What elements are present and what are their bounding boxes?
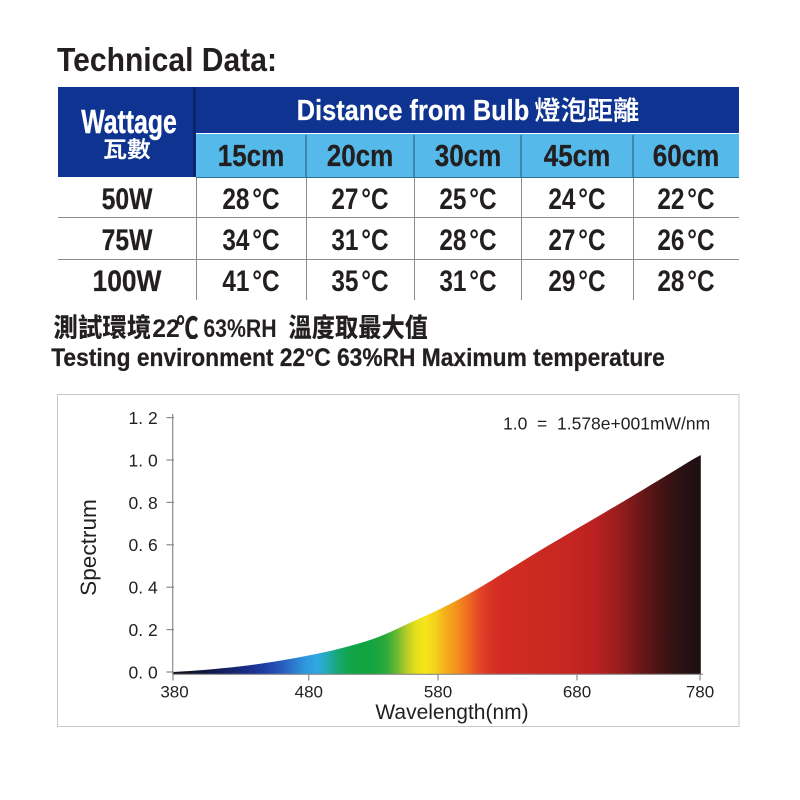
svg-text:580: 580 [424, 683, 452, 702]
svg-text:1. 0: 1. 0 [128, 450, 157, 470]
svg-text:Spectrum: Spectrum [76, 499, 101, 596]
svg-text:0. 0: 0. 0 [128, 662, 157, 682]
svg-text:680: 680 [563, 683, 591, 702]
svg-text:480: 480 [295, 683, 323, 702]
svg-text:780: 780 [686, 683, 714, 702]
svg-text:Wavelength(nm): Wavelength(nm) [375, 701, 528, 724]
svg-text:380: 380 [160, 683, 188, 702]
svg-text:0. 6: 0. 6 [128, 535, 157, 555]
svg-text:1. 2: 1. 2 [128, 408, 157, 428]
svg-text:0. 8: 0. 8 [128, 493, 157, 513]
svg-text:0. 2: 0. 2 [128, 620, 157, 640]
svg-text:0. 4: 0. 4 [128, 578, 157, 598]
svg-text:1.0 = 1.578e+001mW/nm: 1.0 = 1.578e+001mW/nm [503, 413, 710, 433]
